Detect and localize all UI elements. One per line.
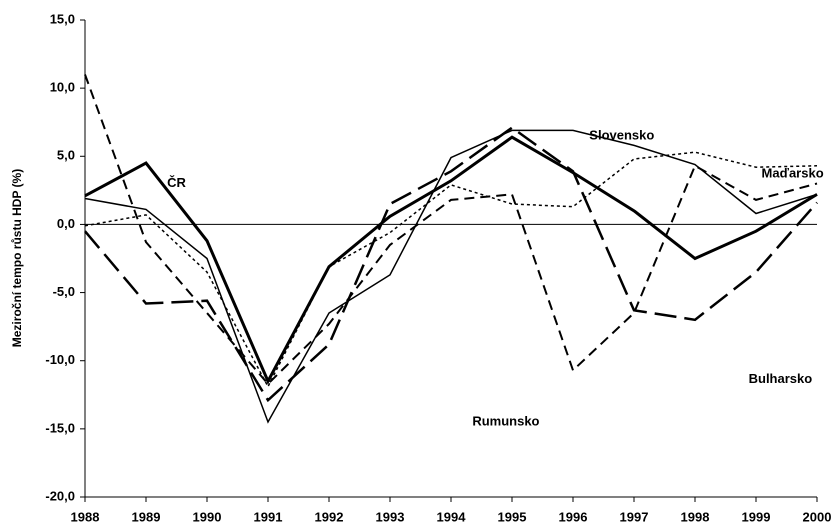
x-tick-label: 1988 bbox=[71, 509, 100, 524]
y-tick-label: -5,0 bbox=[53, 284, 75, 299]
x-tick-label: 1993 bbox=[376, 509, 405, 524]
series-line bbox=[84, 135, 818, 385]
y-tick-label: 0,0 bbox=[57, 216, 75, 231]
y-tick-label: 5,0 bbox=[57, 148, 75, 163]
series-label: Slovensko bbox=[589, 127, 654, 142]
series-line bbox=[84, 129, 818, 424]
y-axis-label: Meziroční tempo růstu HDP (%) bbox=[10, 169, 24, 347]
series-line bbox=[84, 126, 818, 403]
series-line bbox=[84, 74, 818, 386]
y-tick-label: -20,0 bbox=[45, 488, 75, 503]
x-tick-label: 1989 bbox=[132, 509, 161, 524]
x-tick-label: 1996 bbox=[559, 509, 588, 524]
x-tick-label: 1999 bbox=[742, 509, 771, 524]
x-tick-label: 1994 bbox=[437, 509, 467, 524]
y-tick-label: 15,0 bbox=[50, 11, 75, 26]
y-tick-label: -15,0 bbox=[45, 420, 75, 435]
series-label: ČR bbox=[167, 175, 186, 190]
x-tick-label: 1997 bbox=[620, 509, 649, 524]
series-label: Maďarsko bbox=[762, 165, 824, 180]
x-tick-label: 1992 bbox=[315, 509, 344, 524]
series-line bbox=[84, 151, 818, 389]
x-tick-label: 1991 bbox=[254, 509, 283, 524]
x-tick-label: 1990 bbox=[193, 509, 222, 524]
x-tick-label: 1995 bbox=[498, 509, 527, 524]
y-tick-label: -10,0 bbox=[45, 352, 75, 367]
series-label: Bulharsko bbox=[749, 371, 813, 386]
x-tick-label: 1998 bbox=[681, 509, 710, 524]
series-label: Rumunsko bbox=[472, 413, 539, 428]
x-tick-label: 2000 bbox=[803, 509, 832, 524]
y-tick-label: 10,0 bbox=[50, 80, 75, 95]
